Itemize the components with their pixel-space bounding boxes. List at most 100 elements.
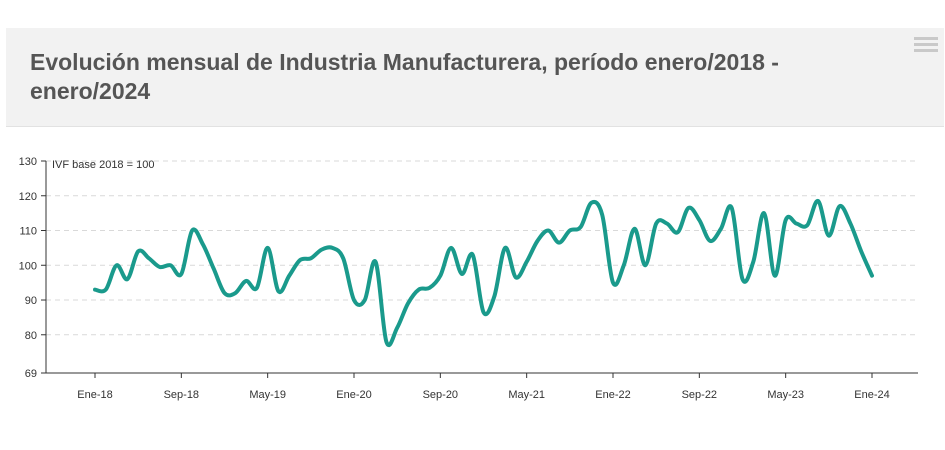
- y-tick-label: 90: [25, 295, 37, 307]
- data-point: [784, 218, 788, 222]
- x-tick-label: May-21: [508, 389, 545, 401]
- data-point: [719, 227, 723, 231]
- data-point: [223, 291, 227, 295]
- data-point: [579, 225, 583, 229]
- data-point: [525, 260, 529, 264]
- data-point: [104, 288, 108, 292]
- x-axis: Ene-18 Sep-18 May-19 Ene-20 Sep-20 May-21 Ene-…: [46, 372, 918, 401]
- data-point: [320, 248, 324, 252]
- data-point: [395, 326, 399, 330]
- data-point: [428, 286, 432, 290]
- chart-area: 69 80 90 100 110 120 130 Ene-18 Sep-18 May-19 Ene…: [0, 140, 945, 420]
- data-point: [287, 274, 291, 278]
- data-point: [363, 298, 367, 302]
- data-point: [190, 229, 194, 233]
- data-point: [212, 267, 216, 271]
- data-point: [169, 263, 173, 267]
- x-tick-label: Ene-22: [595, 389, 630, 401]
- data-point: [406, 301, 410, 305]
- data-point: [859, 249, 863, 253]
- data-point: [535, 239, 539, 243]
- data-point: [762, 211, 766, 215]
- data-point: [158, 265, 162, 269]
- x-tick-label: Sep-22: [682, 389, 717, 401]
- data-point: [557, 241, 561, 245]
- data-point: [266, 246, 270, 250]
- data-point: [179, 272, 183, 276]
- data-point: [330, 246, 334, 250]
- data-point: [384, 340, 388, 344]
- menu-bar: [914, 37, 938, 40]
- y-tick-label: 100: [19, 260, 37, 272]
- y-tick-label: 80: [25, 330, 37, 342]
- data-point: [136, 249, 140, 253]
- data-point: [492, 295, 496, 299]
- data-point: [568, 229, 572, 233]
- data-point: [514, 275, 518, 279]
- x-tick-label: Ene-24: [854, 389, 889, 401]
- data-point: [773, 274, 777, 278]
- y-tick-label: 130: [19, 156, 37, 168]
- data-point: [460, 272, 464, 276]
- data-point: [805, 223, 809, 227]
- data-point: [848, 222, 852, 226]
- x-tick-label: Sep-18: [164, 389, 199, 401]
- y-tick-label: 110: [19, 226, 37, 238]
- series-line: [93, 198, 874, 348]
- data-point: [633, 227, 637, 231]
- data-point: [233, 291, 237, 295]
- series-group: [93, 198, 874, 348]
- data-point: [741, 277, 745, 281]
- x-tick-label: May-23: [767, 389, 804, 401]
- data-point: [697, 218, 701, 222]
- y-axis-label: IVF base 2018 = 100: [52, 159, 154, 171]
- data-point: [438, 274, 442, 278]
- menu-bar: [914, 43, 938, 46]
- data-point: [298, 258, 302, 262]
- menu-bar: [914, 49, 938, 52]
- data-point: [600, 213, 604, 217]
- y-tick-label: 120: [19, 191, 37, 203]
- data-point: [93, 288, 97, 292]
- data-point: [244, 279, 248, 283]
- x-tick-label: May-19: [249, 389, 286, 401]
- chart-title: Evolución mensual de Industria Manufactu…: [30, 49, 779, 104]
- data-point: [482, 310, 486, 314]
- data-point: [611, 281, 615, 285]
- x-tick-label: Ene-20: [336, 389, 371, 401]
- data-point: [643, 263, 647, 267]
- data-point: [115, 263, 119, 267]
- data-point: [838, 204, 842, 208]
- data-point: [870, 274, 874, 278]
- data-point: [827, 234, 831, 238]
- y-axis: 69 80 90 100 110 120 130: [19, 156, 47, 380]
- chart-header: Evolución mensual de Industria Manufactu…: [6, 28, 944, 127]
- data-point: [708, 239, 712, 243]
- y-tick-label: 69: [25, 368, 37, 380]
- data-point: [687, 206, 691, 210]
- data-point: [751, 260, 755, 264]
- data-point: [794, 222, 798, 226]
- data-point: [449, 246, 453, 250]
- data-point: [374, 260, 378, 264]
- data-point: [816, 199, 820, 203]
- x-tick-label: Ene-18: [77, 389, 112, 401]
- data-point: [276, 289, 280, 293]
- data-point: [309, 256, 313, 260]
- data-point: [676, 230, 680, 234]
- data-point: [503, 246, 507, 250]
- x-tick-label: Sep-20: [423, 389, 458, 401]
- data-point: [147, 256, 151, 260]
- data-point: [622, 263, 626, 267]
- data-point: [546, 229, 550, 233]
- data-point: [665, 222, 669, 226]
- data-point: [125, 277, 129, 281]
- data-point: [654, 222, 658, 226]
- hamburger-menu-icon[interactable]: [912, 34, 940, 60]
- data-point: [471, 253, 475, 257]
- data-point: [341, 256, 345, 260]
- data-point: [352, 298, 356, 302]
- data-point: [255, 286, 259, 290]
- data-point: [730, 206, 734, 210]
